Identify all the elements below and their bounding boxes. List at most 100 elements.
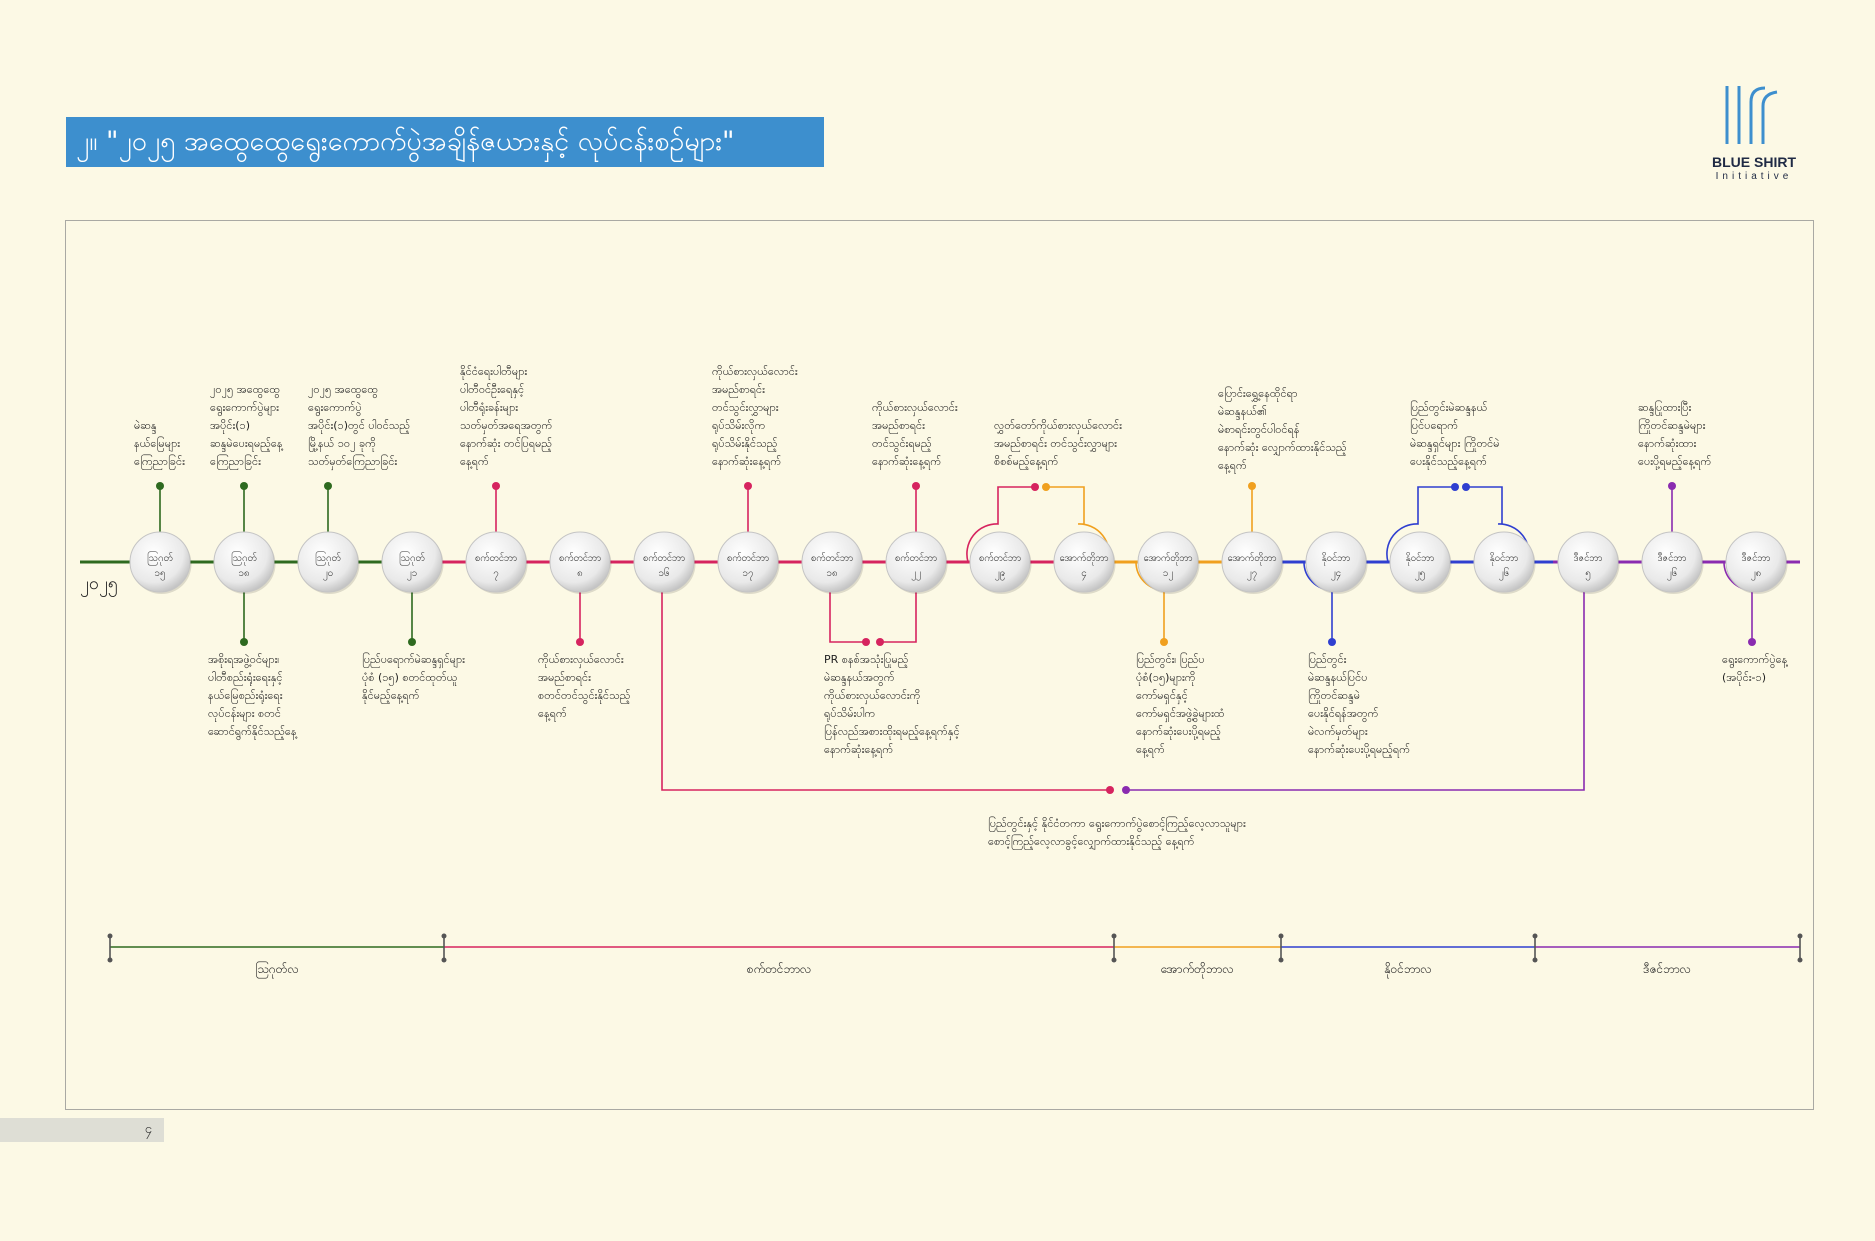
timeline-node-month: ဩဂုတ် xyxy=(231,552,257,565)
timeline-node-month: စက်တင်ဘာ xyxy=(979,553,1021,564)
logo-subtitle: Initiative xyxy=(1715,171,1793,182)
timeline-node: နိုဝင်ဘာ၂၅ xyxy=(1389,531,1452,594)
timeline-node-day: ၂၁ xyxy=(407,568,418,581)
timeline-node: ဩဂုတ်၂၀ xyxy=(297,531,360,594)
connector-dots xyxy=(156,482,1756,794)
timeline-node-circle xyxy=(1305,531,1367,593)
connector-dot xyxy=(876,638,884,646)
logo-title: BLUE SHIRT xyxy=(1712,154,1796,170)
timeline-node-month: နိုဝင်ဘာ xyxy=(1322,553,1351,565)
timeline-node-day: ၁၈ xyxy=(826,568,837,579)
timeline-node-day: ၄ xyxy=(1081,568,1087,581)
month-label-december: ဒီဇင်ဘာလ xyxy=(1643,961,1691,976)
annotation-sep29: လွှတ်တော်ကိုယ်စားလှယ်လောင်းအမည်စာရင်း တင… xyxy=(994,419,1122,470)
timeline-node-circle xyxy=(129,531,191,593)
timeline-node-day: ၂၆ xyxy=(1499,566,1510,581)
connector-dot xyxy=(324,482,332,490)
timeline-node: ဒီဇင်ဘာ၅ xyxy=(1557,531,1620,594)
connector-dot xyxy=(1031,483,1039,491)
connector-dot xyxy=(576,638,584,646)
timeline-node-month: နိုဝင်ဘာ xyxy=(1406,553,1435,565)
page-title: ၂။ "၂၀၂၅ အထွေထွေရွေးကောက်ပွဲအချိန်ဇယားနှ… xyxy=(66,117,824,167)
timeline-node-circle xyxy=(1725,531,1787,593)
timeline-node-day: ၇ xyxy=(493,568,499,581)
timeline-node-month: စက်တင်ဘာ xyxy=(643,553,685,564)
timeline-node-circle xyxy=(465,531,527,593)
annotation-dec28-below: ရွေးကောက်ပွဲနေ့(အပိုင်း-၁) xyxy=(1722,653,1788,686)
annotation-observers: ပြည်တွင်းနှင့် နိုင်ငံတကာ ရွေးကောက်ပွဲစေ… xyxy=(988,816,1246,850)
timeline-node-day: ၁၆ xyxy=(658,566,670,579)
timeline-node: စက်တင်ဘာ၂၂ xyxy=(885,531,948,594)
timeline-node-day: ၁၂ xyxy=(1163,568,1174,581)
timeline-start-label: ၂၀၂၅ xyxy=(80,573,118,597)
annotation-nov24-below: ပြည်တွင်းမဲဆန္ဒနယ်ပြင်ပကြိုတင်ဆန္ဒမဲပေးန… xyxy=(1308,652,1410,758)
timeline-node: စက်တင်ဘာ၇ xyxy=(465,531,528,594)
timeline-node-day: ၂၉ xyxy=(995,568,1006,581)
connector-dot xyxy=(912,482,920,490)
timeline-node: စက်တင်ဘာ၁၇ xyxy=(717,531,780,594)
timeline-node: စက်တင်ဘာ၂၉ xyxy=(969,531,1032,594)
timeline-node-month: စက်တင်ဘာ xyxy=(895,553,937,564)
timeline-node-day: ၅ xyxy=(1585,568,1591,581)
timeline-node-circle xyxy=(213,531,275,593)
timeline-node-circle xyxy=(1473,531,1535,593)
timeline-node-month: ဒီဇင်ဘာ xyxy=(1742,553,1771,564)
annotation-sep7: နိုင်ငံရေးပါတီများပါတီဝင်ဦးရေနှင့်ပါတီရု… xyxy=(460,365,553,470)
annotation-nov25: ပြည်တွင်းမဲဆန္ဒနယ်ပြင်ပရောက်မဲဆန္ဒရှင်မျ… xyxy=(1410,400,1500,470)
connector-dot xyxy=(1106,786,1114,794)
timeline-node-circle xyxy=(1137,531,1199,593)
timeline-node-day: ၈ xyxy=(577,568,583,579)
month-label-november: နိုဝင်ဘာလ xyxy=(1384,961,1431,979)
timeline-node-day: ၁၈ xyxy=(238,568,249,579)
timeline-node-month: အောက်တိုဘာ xyxy=(1059,553,1108,565)
annotation-aug18-below: အစိုးရအဖွဲ့ဝင်များ၊ပါတီစည်းရုံးရေးနှင့်န… xyxy=(208,653,297,740)
connector-dot xyxy=(1328,638,1336,646)
connector-dot xyxy=(408,638,416,646)
timeline-node-month: အောက်တိုဘာ xyxy=(1227,553,1276,565)
timeline-node-day: ၂၅ xyxy=(1415,568,1426,581)
annotation-sep22: ကိုယ်စားလှယ်လောင်းအမည်စာရင်းတင်သွင်းရမည့… xyxy=(872,401,958,470)
connector-dot xyxy=(240,482,248,490)
timeline-node: ဒီဇင်ဘာ၂၆ xyxy=(1641,531,1704,594)
timeline-node-circle xyxy=(801,531,863,593)
timeline-node: ဩဂုတ်၂၁ xyxy=(381,531,444,594)
page-number-tab: ၄ xyxy=(0,1118,164,1142)
timeline-node-month: စက်တင်ဘာ xyxy=(559,553,601,564)
timeline-node-day: ၁၅ xyxy=(154,568,165,581)
month-label-august: ဩဂုတ်လ xyxy=(255,960,298,979)
timeline-node-month: ဩဂုတ် xyxy=(147,552,173,565)
connector-dot xyxy=(156,482,164,490)
timeline-node-circle xyxy=(1221,531,1283,593)
annotation-aug20: ၂၀၂၅ အထွေထွေရွေးကောက်ပွဲအပိုင်း(၁)တွင် ပ… xyxy=(308,383,410,470)
logo-icon xyxy=(1725,86,1778,144)
connector-dot xyxy=(1122,786,1130,794)
timeline-node-circle xyxy=(1389,531,1451,593)
timeline-node-day: ၁၇ xyxy=(742,568,753,581)
timeline-node-circle xyxy=(969,531,1031,593)
annotation-sep8-below: ကိုယ်စားလှယ်လောင်းအမည်စာရင်းစတင်တင်သွင်း… xyxy=(538,653,630,722)
timeline-node: နိုဝင်ဘာ၂၄ xyxy=(1305,531,1368,594)
timeline-node-day: ၂၇ xyxy=(1247,568,1258,581)
timeline-node-day: ၂၂ xyxy=(911,568,921,581)
timeline-node-day: ၂၄ xyxy=(1331,568,1342,581)
timeline-node: ဩဂုတ်၁၈ xyxy=(213,531,276,594)
annotation-sep18-below: PR စနစ်အသုံးပြုမည့်မဲဆန္ဒနယ်အတွက်ကိုယ်စာ… xyxy=(824,652,960,758)
page-number: ၄ xyxy=(144,1122,152,1137)
timeline-node-circle xyxy=(717,531,779,593)
timeline-node: ဒီဇင်ဘာ၂၈ xyxy=(1725,531,1788,594)
timeline-node: စက်တင်ဘာ၁၆ xyxy=(633,531,696,594)
timeline-node-month: စက်တင်ဘာ xyxy=(811,553,853,564)
timeline-node: စက်တင်ဘာ၈ xyxy=(549,531,612,594)
timeline-node-day: ၂၈ xyxy=(1751,568,1762,581)
annotation-oct27: ပြောင်းရွှေ့နေထိုင်ရာမဲဆန္ဒနယ်၏မဲစာရင်းတ… xyxy=(1218,386,1347,474)
annotation-aug15: မဲဆန္ဒနယ်မြေများကြေညာခြင်း xyxy=(134,419,185,470)
annotation-dec26: ဆန္ဒပြုထားပြီးကြိုတင်ဆန္ဒမဲများနောက်ဆုံး… xyxy=(1638,400,1712,470)
annotation-aug18: ၂၀၂၅ အထွေထွေရွေးကောက်ပွဲများအပိုင်း(၁)ဆန… xyxy=(210,383,283,470)
connector-dot xyxy=(1248,482,1256,490)
connector-dot xyxy=(1462,483,1470,491)
timeline-node: နိုဝင်ဘာ၂၆ xyxy=(1473,531,1536,594)
timeline-node-circle xyxy=(633,531,695,593)
timeline-node-month: စက်တင်ဘာ xyxy=(727,553,769,564)
timeline-node: အောက်တိုဘာ၁၂ xyxy=(1137,531,1200,594)
timeline-node: စက်တင်ဘာ၁၈ xyxy=(801,531,864,594)
